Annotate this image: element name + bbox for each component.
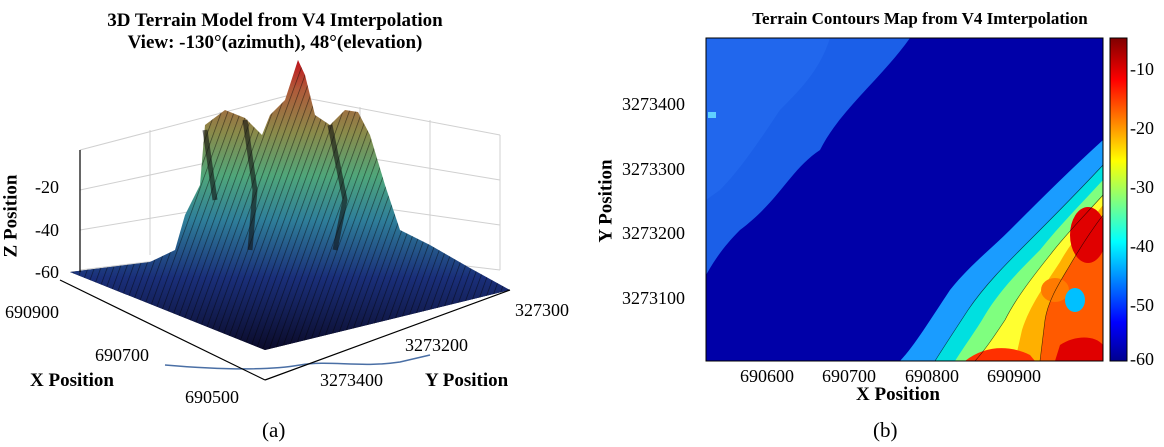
panel-a-y-label: Y Position [425,370,509,391]
panel-a-x-tick: 690700 [95,345,149,365]
panel-a-y-tick: 327300 [515,300,569,320]
panel-b-x-label: X Position [856,384,940,405]
panel-b-colorbar-tick: -20 [1130,118,1154,138]
panel-a-z-tick: -20 [35,177,59,197]
panel-b-colorbar-tick: -30 [1130,177,1154,197]
panel-b-x-tick: 690700 [822,366,876,386]
panel-a-y-tick: 3273400 [320,370,383,390]
panel-b-colorbar [1109,37,1128,362]
panel-b-y-label: Y Position [595,159,617,243]
panel-b-y-tick: 3273100 [622,288,685,308]
panel-a-x-label: X Position [30,370,114,391]
panel-b-caption: (b) [873,418,898,442]
panel-b-colorbar-tick: -60 [1130,349,1154,369]
panel-b-y-tick: 3273300 [622,159,685,179]
panel-a-x-tick: 690500 [185,387,239,407]
panel-a-title: 3D Terrain Model from V4 Imterpolation V… [40,10,510,54]
panel-a-caption: (a) [262,418,286,442]
panel-b-x-tick: 690600 [740,366,794,386]
panel-b-y-tick: 3273400 [622,94,685,114]
panel-b-x-tick: 690800 [905,366,959,386]
panel-b-x-tick: 690900 [987,366,1041,386]
panel-a-z-tick: -60 [35,262,59,282]
panel-b-map-frame [705,37,1104,362]
panel-a-title-line1: 3D Terrain Model from V4 Imterpolation [107,10,443,31]
panel-b-colorbar-tick: -50 [1130,295,1154,315]
panel-a-x-tick: 690900 [5,302,59,322]
panel-b-title: Terrain Contours Map from V4 Imterpolati… [752,9,1088,28]
panel-b-y-tick: 3273200 [622,223,685,243]
panel-a-title-line2: View: -130°(azimuth), 48°(elevation) [127,32,423,53]
panel-b-colorbar-tick: -10 [1130,59,1154,79]
panel-a-y-tick: 3273200 [405,335,468,355]
panel-a-z-tick: -40 [35,220,59,240]
panel-b-colorbar-tick: -40 [1130,236,1154,256]
